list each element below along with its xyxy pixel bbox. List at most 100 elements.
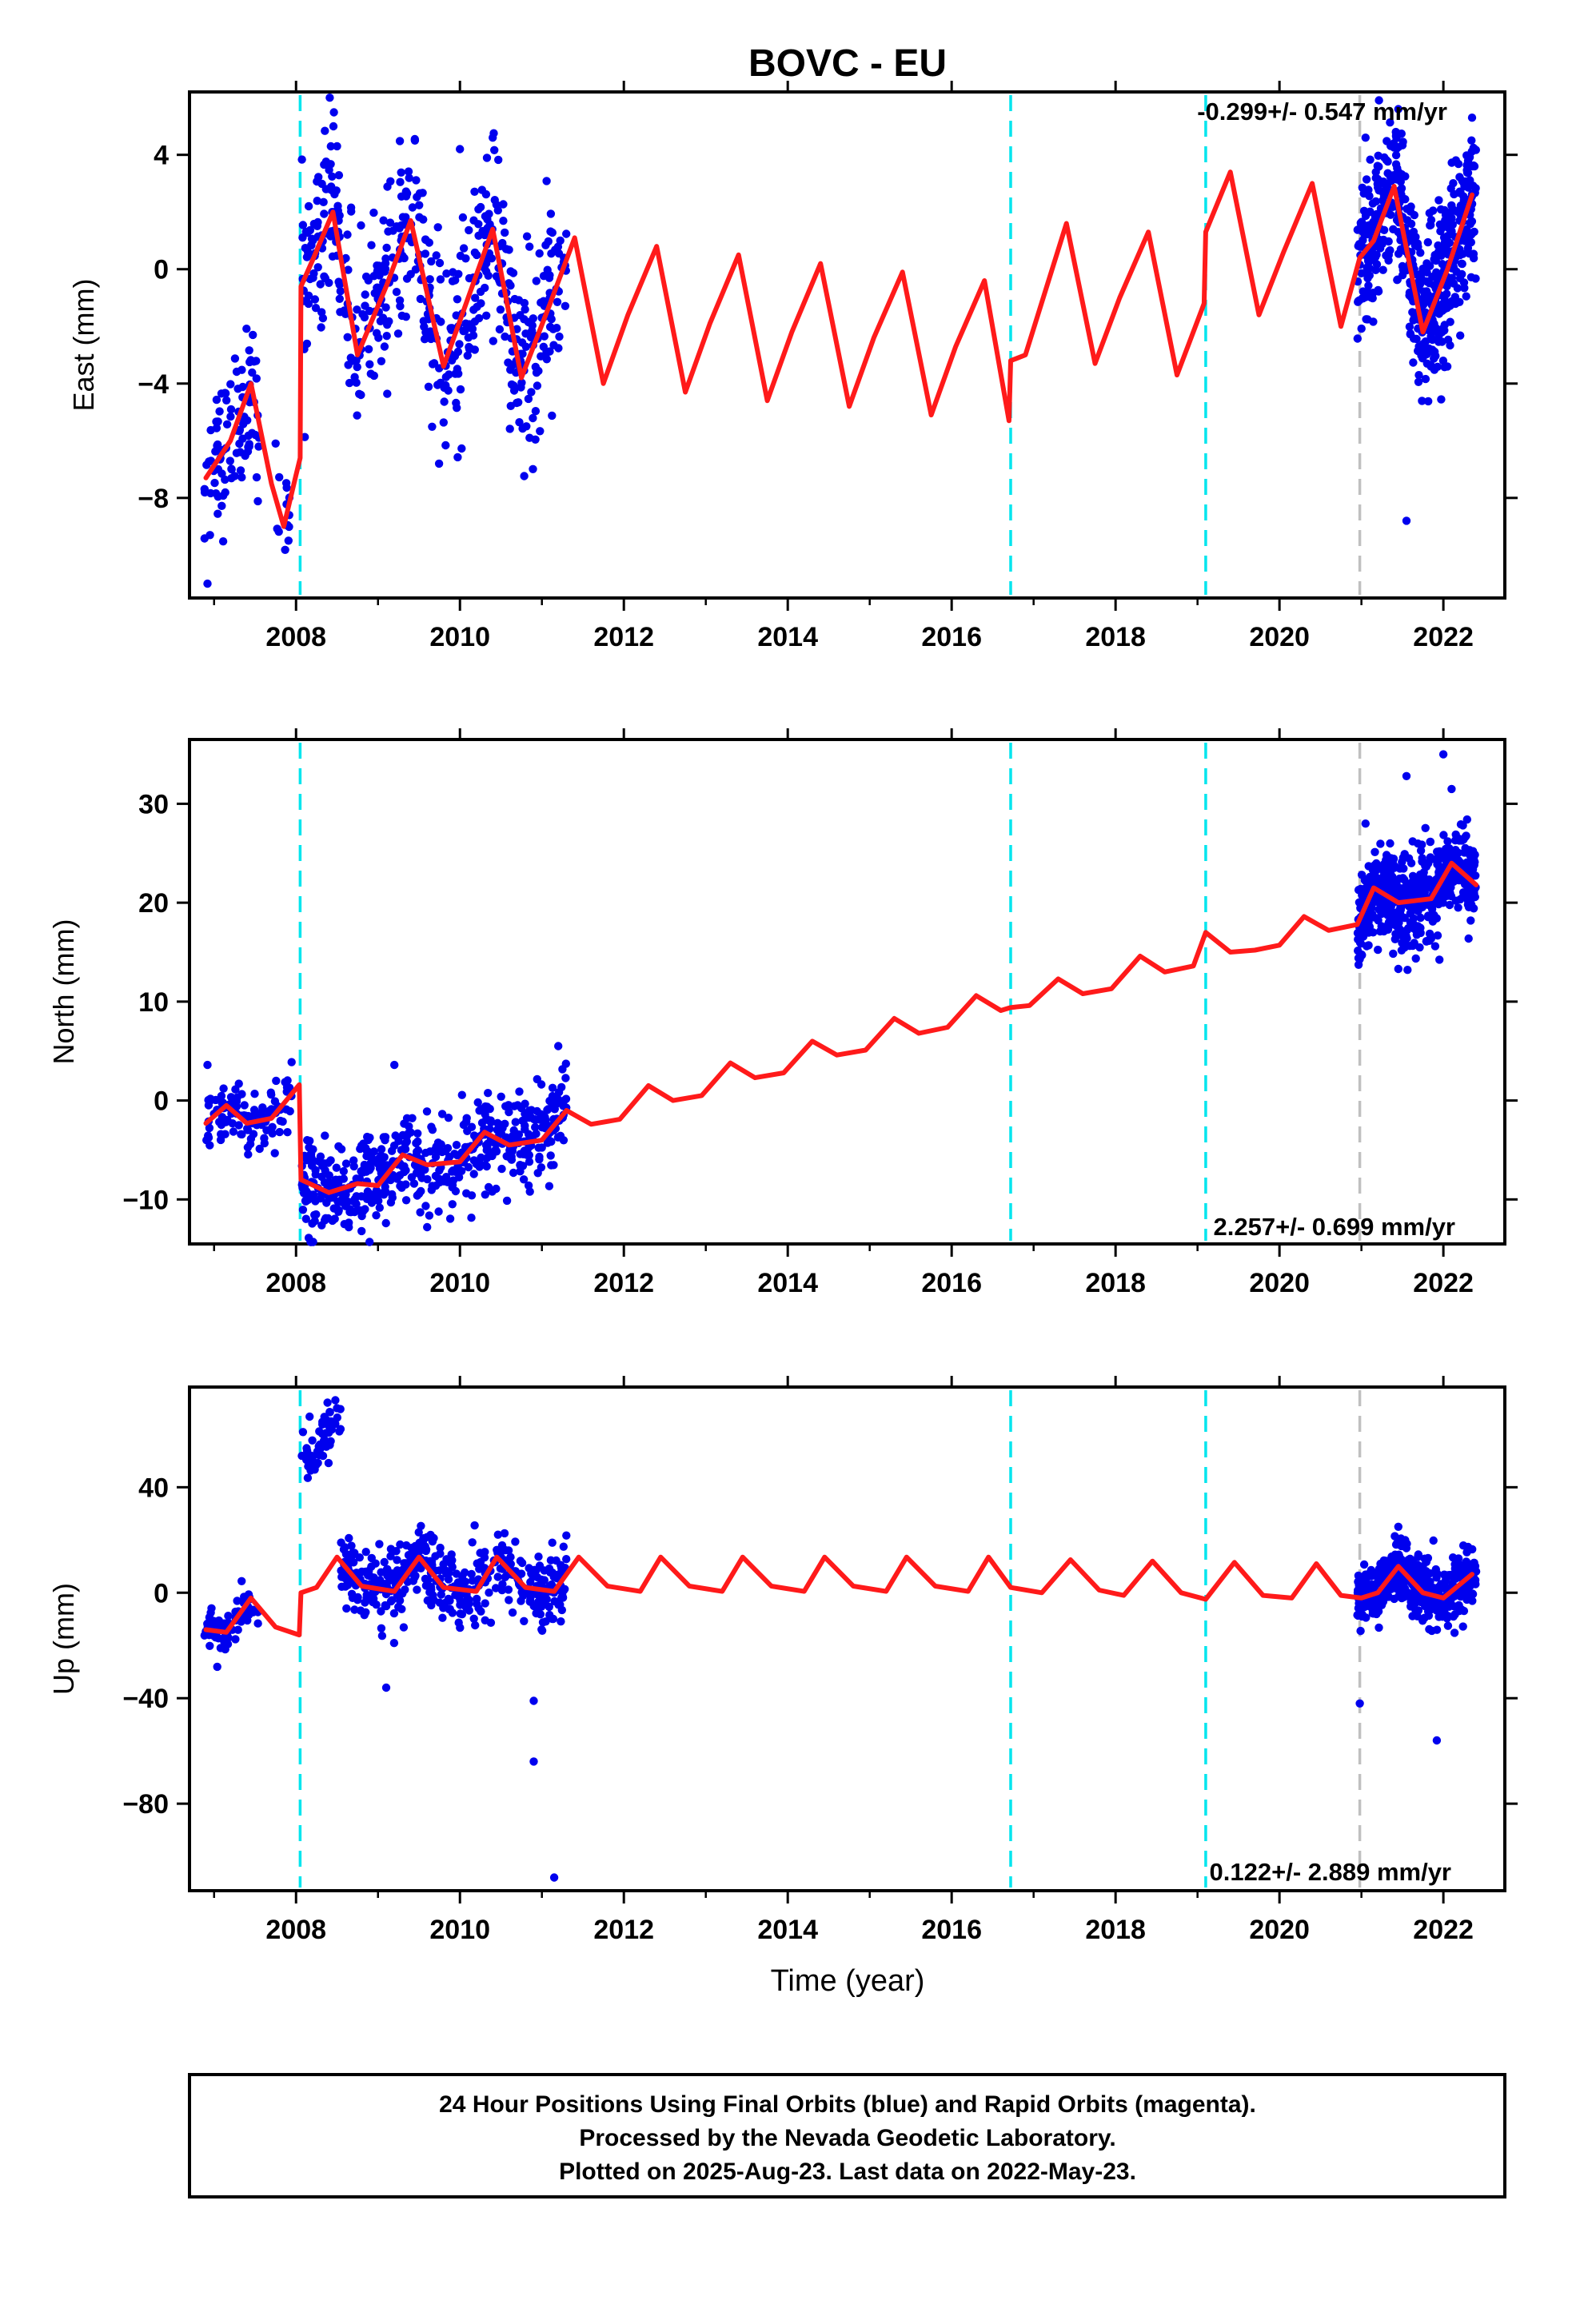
data-point	[467, 1569, 476, 1579]
data-point	[509, 269, 518, 277]
data-point	[357, 1211, 366, 1221]
data-point	[238, 382, 247, 392]
data-point	[514, 398, 523, 407]
data-point	[420, 1543, 429, 1552]
data-point	[226, 405, 236, 414]
data-point	[448, 1562, 457, 1572]
data-point	[328, 252, 337, 261]
data-point	[206, 488, 215, 498]
data-point	[1438, 357, 1448, 365]
data-point	[1402, 516, 1411, 525]
data-point	[395, 1171, 405, 1180]
data-point	[1439, 305, 1449, 314]
data-point	[434, 459, 444, 468]
data-point	[1438, 337, 1446, 346]
data-point	[1422, 277, 1431, 286]
data-point	[1439, 831, 1448, 839]
x-tick-label: 2022	[1413, 1915, 1474, 1945]
data-point	[423, 1222, 432, 1232]
x-tick-label: 2020	[1249, 1915, 1310, 1945]
data-point	[316, 280, 325, 289]
data-point	[470, 187, 479, 196]
data-point	[481, 1110, 489, 1118]
data-point	[328, 172, 337, 181]
data-point	[226, 412, 235, 421]
data-point	[313, 263, 322, 272]
data-point	[401, 313, 410, 321]
data-point	[245, 1139, 255, 1149]
y-tick-label: 0	[154, 1086, 169, 1117]
x-tick-label: 2016	[921, 1268, 982, 1298]
data-point	[301, 433, 309, 441]
data-point	[1354, 960, 1363, 970]
data-point	[326, 160, 335, 169]
data-point	[1421, 823, 1430, 833]
data-point	[1414, 922, 1422, 931]
data-point	[1426, 216, 1436, 225]
data-point	[535, 1155, 544, 1164]
data-point	[233, 1093, 241, 1102]
data-point	[388, 1596, 397, 1604]
data-point	[424, 1576, 433, 1585]
footer-line-3: Plotted on 2025-Aug-23. Last data on 202…	[559, 2159, 1136, 2185]
data-point	[1462, 815, 1472, 824]
data-point	[519, 1591, 528, 1600]
data-point	[1436, 227, 1445, 236]
data-point	[1363, 263, 1371, 272]
data-point	[361, 290, 369, 299]
data-point	[355, 1174, 364, 1183]
data-point	[562, 1531, 571, 1540]
data-point	[474, 313, 484, 323]
data-point	[486, 1116, 495, 1125]
data-point	[265, 1106, 273, 1116]
data-point	[345, 1533, 353, 1543]
north-panel: 2008 2010 2012 2014 2016 2018 2020 2022 −10 0 10 20…	[47, 728, 1518, 1298]
data-point	[425, 1211, 434, 1220]
data-point	[1409, 227, 1418, 237]
data-point	[359, 1164, 369, 1174]
data-point	[431, 1182, 441, 1190]
data-point	[437, 1147, 447, 1157]
data-point	[417, 1521, 425, 1531]
data-point	[326, 1156, 335, 1165]
data-point	[1465, 153, 1474, 161]
data-point	[243, 1126, 253, 1134]
data-point	[1362, 175, 1371, 184]
data-point	[493, 1573, 502, 1581]
data-point	[1390, 1532, 1399, 1541]
data-point	[357, 1226, 366, 1236]
data-point	[1390, 143, 1398, 152]
data-point	[365, 1238, 374, 1246]
data-point	[301, 227, 310, 237]
data-point	[511, 1118, 520, 1126]
data-point	[1367, 1580, 1376, 1589]
data-point	[381, 1187, 390, 1196]
data-point	[1394, 170, 1403, 179]
data-point	[386, 1552, 395, 1561]
data-point	[377, 1568, 385, 1577]
data-point	[334, 1142, 343, 1151]
data-point	[1467, 114, 1477, 122]
footer-line-1: 24 Hour Positions Using Final Orbits (bl…	[439, 2091, 1256, 2118]
data-point	[435, 1566, 444, 1575]
data-point	[1469, 145, 1478, 155]
x-tick-label: 2012	[593, 1268, 654, 1298]
data-point	[310, 1465, 319, 1474]
data-point	[1391, 127, 1400, 137]
data-point	[1429, 1536, 1438, 1545]
data-point	[1394, 249, 1403, 258]
data-point	[515, 1087, 524, 1096]
data-point	[396, 177, 405, 186]
data-point	[537, 1123, 547, 1132]
up-panel: 2008 2010 2012 2014 2016 2018 2020 2022 −80 −40 0 4…	[47, 1376, 1518, 1945]
data-point	[325, 1408, 334, 1417]
data-point	[335, 294, 344, 303]
data-point	[525, 1113, 534, 1122]
data-point	[1389, 949, 1398, 959]
data-point	[1451, 299, 1460, 309]
data-point	[541, 1116, 550, 1125]
data-point	[1401, 172, 1410, 181]
data-point	[1434, 897, 1443, 906]
data-point	[1440, 1570, 1450, 1580]
data-point	[531, 1122, 540, 1132]
